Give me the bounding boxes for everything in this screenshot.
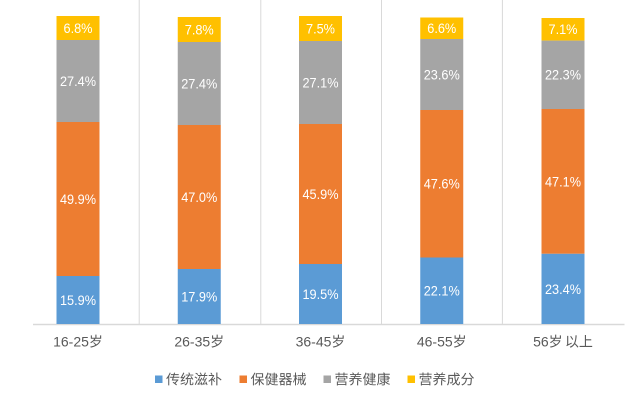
svg-text:27.4%: 27.4% [181,75,217,91]
svg-text:45.9%: 45.9% [303,186,339,202]
svg-text:19.5%: 19.5% [303,286,339,302]
svg-text:56: 56 [533,334,549,350]
svg-text:6.6%: 6.6% [427,20,456,36]
svg-text:6.8%: 6.8% [64,20,93,36]
svg-text:17.9%: 17.9% [181,288,217,304]
svg-text:47.1%: 47.1% [545,173,581,189]
svg-text:27.1%: 27.1% [303,74,339,90]
svg-text:47.0%: 47.0% [181,189,217,205]
svg-text:7.5%: 7.5% [306,20,335,36]
svg-text:16-25: 16-25 [53,334,89,350]
svg-text:22.3%: 22.3% [545,67,581,83]
svg-text:15.9%: 15.9% [60,292,96,308]
svg-text:49.9%: 49.9% [60,191,96,207]
svg-text:7.1%: 7.1% [549,21,578,37]
svg-text:23.4%: 23.4% [545,281,581,297]
svg-text:22.1%: 22.1% [424,283,460,299]
svg-text:7.8%: 7.8% [185,21,214,37]
svg-text:36-45: 36-45 [296,334,332,350]
svg-text:26-35: 26-35 [174,334,210,350]
svg-text:47.6%: 47.6% [424,176,460,192]
svg-text:23.6%: 23.6% [424,66,460,82]
svg-text:46-55: 46-55 [417,334,453,350]
svg-text:27.4%: 27.4% [60,73,96,89]
